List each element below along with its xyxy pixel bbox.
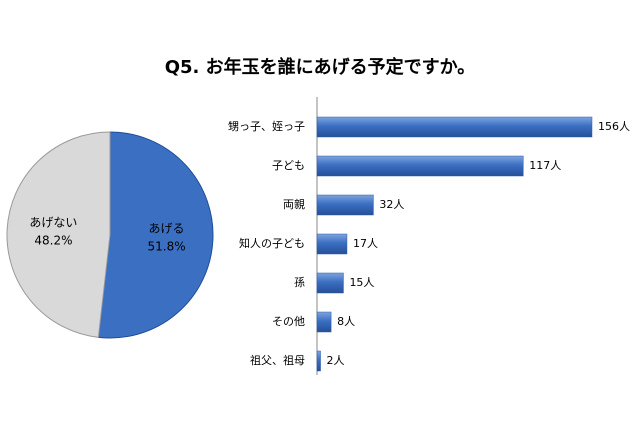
value-label: 117人 (529, 159, 561, 172)
bar (316, 233, 348, 255)
category-label: 孫 (294, 276, 305, 289)
bar (316, 272, 344, 294)
chart-title: Q5. お年玉を誰にあげる予定ですか。 (165, 56, 476, 78)
pie-slice (97, 131, 214, 339)
category-label: その他 (272, 315, 305, 328)
pie-slice (6, 131, 111, 338)
bar (316, 350, 321, 372)
category-label: 子ども (272, 159, 305, 172)
category-label: 祖父、祖母 (250, 353, 305, 367)
category-label: 知人の子ども (239, 236, 305, 250)
bar (316, 116, 593, 138)
value-label: 8人 (337, 315, 355, 328)
bar (316, 311, 332, 333)
pie-value-label: 51.8% (147, 240, 185, 254)
category-label: 両親 (283, 198, 305, 211)
value-label: 32人 (379, 198, 404, 211)
value-label: 17人 (353, 237, 378, 250)
bar (316, 194, 374, 216)
value-label: 2人 (327, 354, 345, 367)
category-label: 甥っ子、姪っ子 (228, 119, 305, 133)
pie-category-label: あげる (149, 222, 185, 236)
value-label: 156人 (598, 120, 630, 133)
pie-category-label: あげない (29, 215, 77, 229)
pie-value-label: 48.2% (34, 233, 72, 247)
bar (316, 155, 524, 177)
value-label: 15人 (349, 276, 374, 289)
